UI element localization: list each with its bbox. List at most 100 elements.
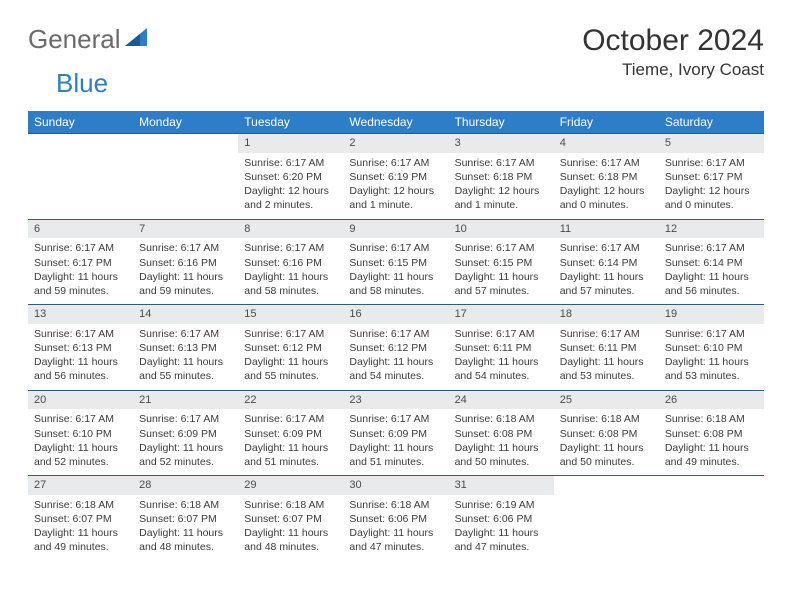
daylight-text: and 52 minutes.: [34, 455, 127, 469]
sunrise-text: Sunrise: 6:17 AM: [34, 412, 127, 426]
day-number: 10: [449, 220, 554, 239]
day-body: Sunrise: 6:17 AMSunset: 6:14 PMDaylight:…: [554, 238, 659, 304]
sunrise-text: Sunrise: 6:18 AM: [455, 412, 548, 426]
day-cell: [659, 476, 764, 561]
day-cell: 31Sunrise: 6:19 AMSunset: 6:06 PMDayligh…: [449, 476, 554, 561]
daylight-text: and 58 minutes.: [244, 284, 337, 298]
daylight-text: Daylight: 12 hours: [455, 184, 548, 198]
daylight-text: Daylight: 12 hours: [244, 184, 337, 198]
day-cell: 21Sunrise: 6:17 AMSunset: 6:09 PMDayligh…: [133, 391, 238, 476]
day-number: 13: [28, 305, 133, 324]
day-cell: 26Sunrise: 6:18 AMSunset: 6:08 PMDayligh…: [659, 391, 764, 476]
daylight-text: Daylight: 11 hours: [244, 526, 337, 540]
daylight-text: Daylight: 11 hours: [34, 441, 127, 455]
sunset-text: Sunset: 6:12 PM: [244, 341, 337, 355]
day-body: Sunrise: 6:17 AMSunset: 6:20 PMDaylight:…: [238, 153, 343, 219]
day-cell: 27Sunrise: 6:18 AMSunset: 6:07 PMDayligh…: [28, 476, 133, 561]
daylight-text: Daylight: 11 hours: [455, 441, 548, 455]
sunset-text: Sunset: 6:11 PM: [560, 341, 653, 355]
sunrise-text: Sunrise: 6:17 AM: [665, 241, 758, 255]
sunrise-text: Sunrise: 6:17 AM: [560, 156, 653, 170]
sunset-text: Sunset: 6:18 PM: [455, 170, 548, 184]
sunrise-text: Sunrise: 6:18 AM: [244, 498, 337, 512]
day-number: 11: [554, 220, 659, 239]
dayname-row: Sunday Monday Tuesday Wednesday Thursday…: [28, 111, 764, 133]
sunrise-text: Sunrise: 6:17 AM: [560, 327, 653, 341]
daylight-text: and 50 minutes.: [560, 455, 653, 469]
daylight-text: and 55 minutes.: [139, 369, 232, 383]
day-number: 1: [238, 134, 343, 153]
daylight-text: and 51 minutes.: [349, 455, 442, 469]
sunset-text: Sunset: 6:06 PM: [455, 512, 548, 526]
day-body: Sunrise: 6:17 AMSunset: 6:17 PMDaylight:…: [28, 238, 133, 304]
sunrise-text: Sunrise: 6:17 AM: [349, 327, 442, 341]
sunset-text: Sunset: 6:09 PM: [349, 427, 442, 441]
sunset-text: Sunset: 6:14 PM: [560, 256, 653, 270]
day-body: Sunrise: 6:17 AMSunset: 6:16 PMDaylight:…: [133, 238, 238, 304]
daylight-text: and 47 minutes.: [349, 540, 442, 554]
dayname: Wednesday: [343, 111, 448, 133]
sunrise-text: Sunrise: 6:17 AM: [665, 156, 758, 170]
daylight-text: and 53 minutes.: [665, 369, 758, 383]
day-body: Sunrise: 6:17 AMSunset: 6:09 PMDaylight:…: [133, 409, 238, 475]
day-cell: 4Sunrise: 6:17 AMSunset: 6:18 PMDaylight…: [554, 134, 659, 219]
day-body: Sunrise: 6:17 AMSunset: 6:15 PMDaylight:…: [449, 238, 554, 304]
day-body: Sunrise: 6:18 AMSunset: 6:07 PMDaylight:…: [238, 495, 343, 561]
sunrise-text: Sunrise: 6:17 AM: [139, 241, 232, 255]
day-number: 29: [238, 476, 343, 495]
logo-triangle-icon: [125, 28, 147, 51]
daylight-text: Daylight: 11 hours: [139, 270, 232, 284]
daylight-text: and 54 minutes.: [455, 369, 548, 383]
sunset-text: Sunset: 6:13 PM: [139, 341, 232, 355]
sunset-text: Sunset: 6:20 PM: [244, 170, 337, 184]
day-cell: 25Sunrise: 6:18 AMSunset: 6:08 PMDayligh…: [554, 391, 659, 476]
day-number: 28: [133, 476, 238, 495]
sunset-text: Sunset: 6:16 PM: [244, 256, 337, 270]
sunset-text: Sunset: 6:17 PM: [665, 170, 758, 184]
sunrise-text: Sunrise: 6:18 AM: [349, 498, 442, 512]
daylight-text: Daylight: 11 hours: [349, 526, 442, 540]
day-number: 12: [659, 220, 764, 239]
day-number: 17: [449, 305, 554, 324]
day-cell: 23Sunrise: 6:17 AMSunset: 6:09 PMDayligh…: [343, 391, 448, 476]
daylight-text: and 0 minutes.: [665, 198, 758, 212]
sunset-text: Sunset: 6:06 PM: [349, 512, 442, 526]
daylight-text: Daylight: 11 hours: [349, 441, 442, 455]
day-number: 6: [28, 220, 133, 239]
day-body: Sunrise: 6:17 AMSunset: 6:10 PMDaylight:…: [28, 409, 133, 475]
day-cell: 19Sunrise: 6:17 AMSunset: 6:10 PMDayligh…: [659, 305, 764, 390]
sunset-text: Sunset: 6:07 PM: [34, 512, 127, 526]
daylight-text: and 0 minutes.: [560, 198, 653, 212]
sunrise-text: Sunrise: 6:18 AM: [139, 498, 232, 512]
sunrise-text: Sunrise: 6:17 AM: [665, 327, 758, 341]
day-number: 23: [343, 391, 448, 410]
day-cell: 18Sunrise: 6:17 AMSunset: 6:11 PMDayligh…: [554, 305, 659, 390]
daylight-text: Daylight: 11 hours: [665, 441, 758, 455]
calendar: Sunday Monday Tuesday Wednesday Thursday…: [28, 111, 764, 561]
dayname: Friday: [554, 111, 659, 133]
day-number: 4: [554, 134, 659, 153]
sunrise-text: Sunrise: 6:18 AM: [665, 412, 758, 426]
day-body: Sunrise: 6:17 AMSunset: 6:12 PMDaylight:…: [238, 324, 343, 390]
day-number: 25: [554, 391, 659, 410]
daylight-text: Daylight: 11 hours: [244, 270, 337, 284]
daylight-text: Daylight: 11 hours: [560, 355, 653, 369]
daylight-text: Daylight: 11 hours: [34, 355, 127, 369]
daylight-text: and 59 minutes.: [139, 284, 232, 298]
sunrise-text: Sunrise: 6:17 AM: [455, 156, 548, 170]
day-body: Sunrise: 6:17 AMSunset: 6:14 PMDaylight:…: [659, 238, 764, 304]
day-number: 16: [343, 305, 448, 324]
day-number: 21: [133, 391, 238, 410]
day-body: Sunrise: 6:17 AMSunset: 6:09 PMDaylight:…: [343, 409, 448, 475]
daylight-text: and 48 minutes.: [244, 540, 337, 554]
sunrise-text: Sunrise: 6:17 AM: [244, 327, 337, 341]
day-body: Sunrise: 6:17 AMSunset: 6:13 PMDaylight:…: [28, 324, 133, 390]
daylight-text: Daylight: 11 hours: [349, 355, 442, 369]
sunrise-text: Sunrise: 6:17 AM: [349, 241, 442, 255]
sunrise-text: Sunrise: 6:17 AM: [34, 241, 127, 255]
sunrise-text: Sunrise: 6:17 AM: [455, 327, 548, 341]
day-body: Sunrise: 6:17 AMSunset: 6:13 PMDaylight:…: [133, 324, 238, 390]
daylight-text: and 49 minutes.: [34, 540, 127, 554]
dayname: Saturday: [659, 111, 764, 133]
sunset-text: Sunset: 6:12 PM: [349, 341, 442, 355]
